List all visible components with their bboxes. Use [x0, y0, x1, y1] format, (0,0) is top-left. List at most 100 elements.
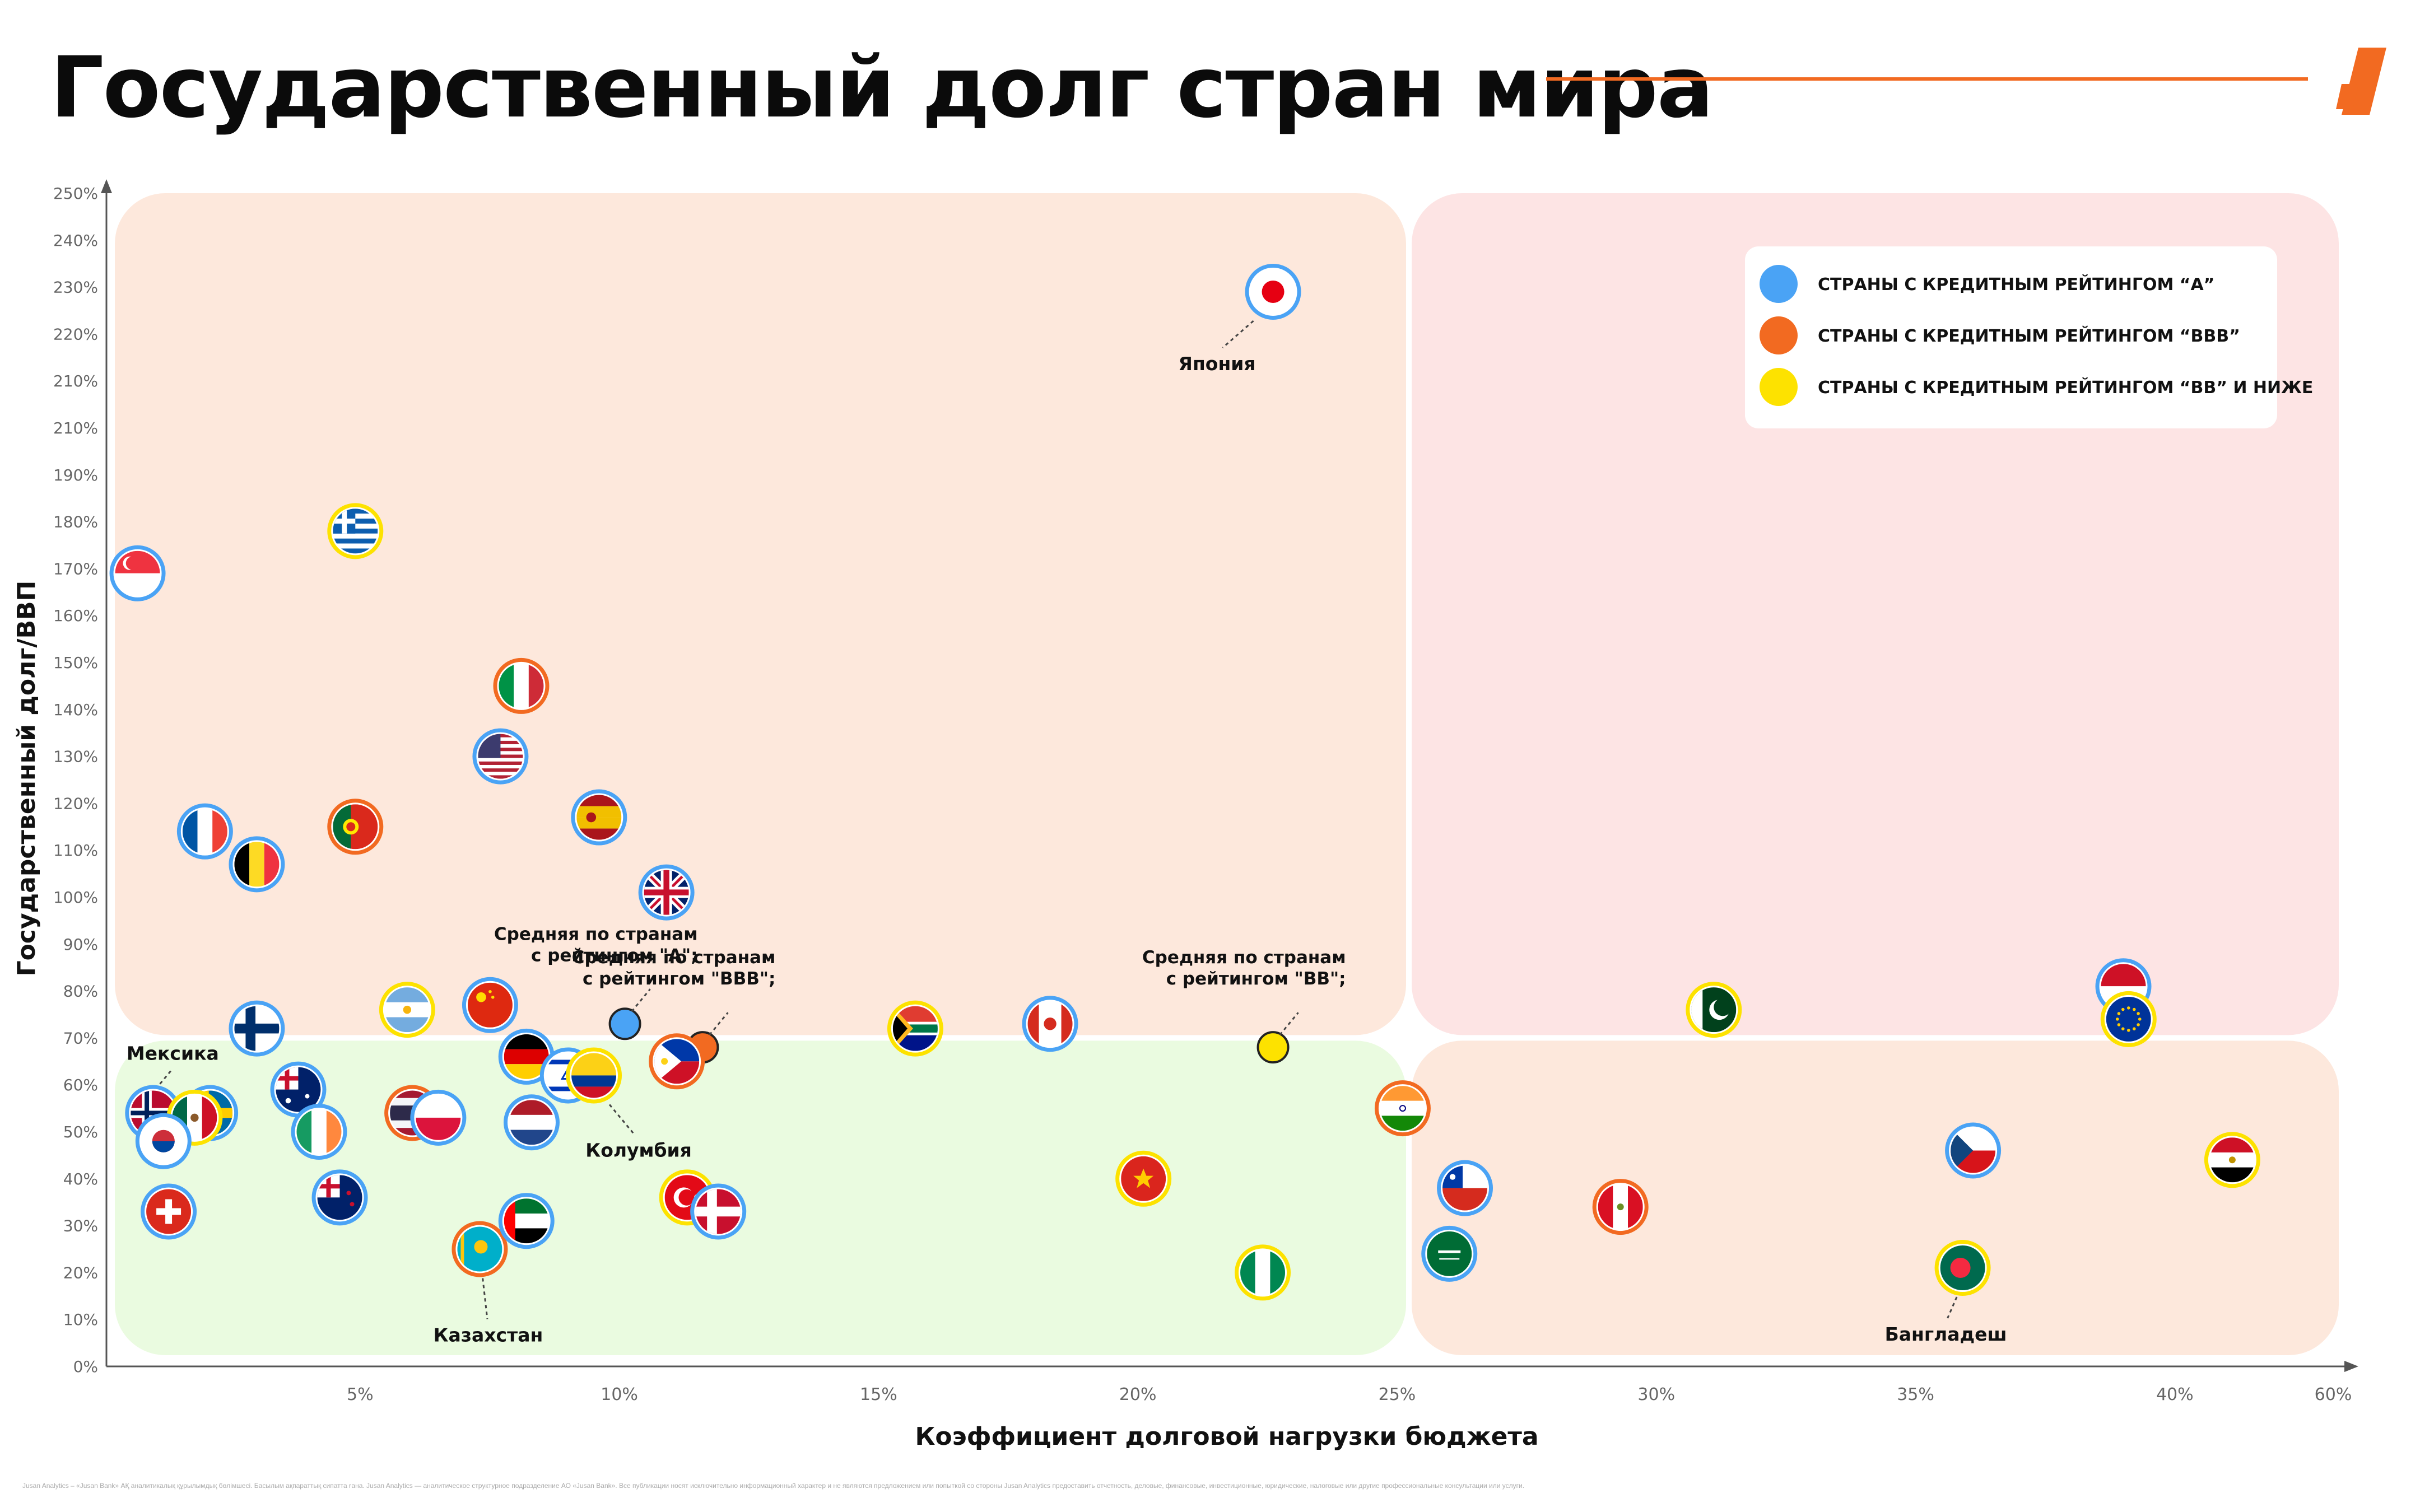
y-tick-label: 100%: [53, 888, 98, 907]
country-marker-eu: [2100, 991, 2157, 1047]
egypt-flag-icon: [2209, 1137, 2255, 1183]
y-tick-label: 220%: [53, 325, 98, 343]
india-flag-icon: [1380, 1086, 1425, 1131]
peru-flag-icon: [1598, 1184, 1643, 1230]
legend-box: [1745, 246, 2277, 428]
average-label: с рейтингом "ВВ";: [1166, 969, 1346, 989]
spain-flag-icon: [576, 795, 622, 840]
country-marker-uk: [638, 864, 695, 921]
y-tick-label: 70%: [63, 1029, 98, 1047]
country-marker-poland: [410, 1089, 467, 1146]
usa-flag-icon: [478, 734, 523, 779]
uae-flag-icon: [504, 1198, 549, 1244]
chart-legend: СТРАНЫ С КРЕДИТНЫМ РЕЙТИНГОМ “А” СТРАНЫ С…: [1745, 246, 2313, 428]
china-flag-icon: [467, 982, 513, 1028]
country-label: Япония: [1179, 353, 1256, 375]
brand-logo-icon: [2336, 48, 2386, 115]
y-tick-label: 250%: [53, 184, 98, 203]
philippines-flag-icon: [654, 1039, 700, 1084]
country-marker-denmark: [690, 1183, 747, 1240]
finland-flag-icon: [234, 1006, 280, 1051]
average-label: с рейтингом "А";: [531, 945, 698, 965]
south-africa-flag-icon: [892, 1006, 938, 1051]
country-marker-philippines: [649, 1033, 705, 1090]
country-marker-italy: [493, 657, 550, 714]
argentina-flag-icon: [384, 987, 430, 1033]
title-underline: [1546, 77, 2308, 81]
country-marker-vietnam: [1115, 1150, 1172, 1207]
country-marker-south-korea: [135, 1113, 192, 1169]
country-marker-nigeria: [1235, 1244, 1291, 1301]
france-flag-icon: [182, 809, 227, 854]
label-leader-line: [159, 1070, 171, 1085]
y-axis-arrow-icon: [101, 179, 112, 193]
y-tick-label: 30%: [63, 1217, 98, 1235]
y-tick-label: 210%: [53, 372, 98, 390]
x-tick-label: 25%: [1379, 1385, 1416, 1404]
country-marker-switzerland: [141, 1183, 197, 1240]
country-label: Казахстан: [434, 1324, 543, 1346]
country-marker-finland: [229, 1000, 285, 1057]
chart-axes: 0% 10% 20% 30% 40% 50% 60% 70% 80% 90% 100% 110% 120…: [12, 179, 2358, 1451]
y-tick-label: 0%: [73, 1357, 98, 1376]
y-tick-label: 170%: [53, 559, 98, 578]
y-tick-label: 10%: [63, 1310, 98, 1329]
label-leader-line: [482, 1278, 488, 1319]
page-title: Государственный долг стран мира: [50, 39, 1714, 137]
south-korea-flag-icon: [141, 1118, 186, 1164]
y-tick-label: 90%: [63, 935, 98, 954]
zone-lower-right: [1412, 1040, 2339, 1355]
x-tick-label: 5%: [347, 1385, 374, 1404]
average-label: Средняя по странам: [494, 924, 698, 944]
country-points: Япония Мексика Колумбия Казахстан Бангладеш: [109, 263, 2260, 1346]
average-label: с рейтингом "ВВВ";: [583, 969, 775, 989]
y-tick-label: 120%: [53, 794, 98, 813]
country-marker-chile: [1437, 1160, 1493, 1216]
singapore-flag-icon: [115, 550, 160, 596]
country-marker-belgium: [229, 836, 285, 893]
average-label: Средняя по странам: [572, 948, 776, 968]
y-tick-label: 140%: [53, 701, 98, 719]
italy-flag-icon: [499, 663, 544, 708]
country-marker-netherlands: [503, 1094, 560, 1151]
average-label: Средняя по странам: [1142, 948, 1346, 968]
country-marker-ireland: [291, 1104, 347, 1160]
x-tick-label: 20%: [1119, 1385, 1157, 1404]
x-axis-title: Коэффициент долговой нагрузки бюджета: [915, 1422, 1538, 1451]
country-marker-south-africa: [887, 1000, 943, 1057]
y-tick-label: 190%: [53, 466, 98, 484]
legend-marker: [1760, 265, 1798, 303]
average-leader-line: [631, 988, 651, 1012]
label-leader-line: [1222, 320, 1254, 349]
country-marker-usa: [472, 728, 529, 785]
y-tick-label: 20%: [63, 1263, 98, 1282]
legend-label: СТРАНЫ С КРЕДИТНЫМ РЕЙТИНГОМ “ВВВ”: [1818, 326, 2240, 346]
country-marker-india: [1374, 1080, 1431, 1137]
canada-flag-icon: [1027, 1001, 1073, 1047]
ireland-flag-icon: [296, 1109, 342, 1154]
country-marker-kazakhstan: Казахстан: [434, 1221, 543, 1346]
y-tick-label: 240%: [53, 231, 98, 250]
x-tick-label: 40%: [2156, 1385, 2194, 1404]
footer-disclaimer: Jusan Analytics – «Jusan Bank» АҚ аналит…: [22, 1482, 1525, 1490]
bangladesh-flag-icon: [1940, 1245, 1985, 1291]
denmark-flag-icon: [696, 1189, 741, 1234]
pakistan-flag-icon: [1691, 987, 1737, 1033]
y-tick-label: 80%: [63, 982, 98, 1001]
x-tick-label: 35%: [1897, 1385, 1934, 1404]
netherlands-flag-icon: [509, 1100, 554, 1145]
average-leader-line: [709, 1012, 729, 1036]
country-marker-japan: Япония: [1179, 263, 1301, 375]
country-marker-portugal: [327, 799, 384, 855]
country-marker-saudi-arabia: [1421, 1225, 1478, 1282]
legend-marker: [1760, 316, 1798, 354]
average-leader-line: [1279, 1012, 1299, 1036]
chile-flag-icon: [1442, 1165, 1488, 1211]
country-marker-colombia: Колумбия: [566, 1047, 692, 1161]
belgium-flag-icon: [234, 842, 280, 887]
y-tick-label: 40%: [63, 1170, 98, 1188]
czech-flag-icon: [1951, 1128, 1996, 1173]
country-label: Бангладеш: [1885, 1323, 2007, 1345]
x-tick-label: 10%: [601, 1385, 638, 1404]
